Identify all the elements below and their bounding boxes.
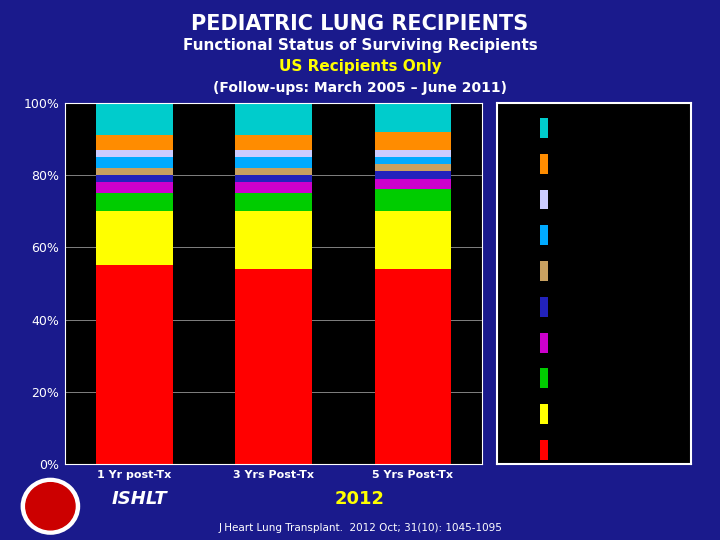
Bar [374,269,451,464]
Bar [96,175,173,182]
Bar [539,368,548,388]
Bar [96,211,173,265]
Bar [96,168,173,175]
Bar [235,182,312,193]
Bar [539,261,548,281]
Bar [539,404,548,424]
Bar [96,182,173,193]
Bar [374,132,451,150]
Bar [235,168,312,175]
Bar [235,269,312,464]
Bar [374,157,451,164]
Bar [539,225,548,245]
Bar [235,211,312,269]
Bar [374,150,451,157]
Bar [539,297,548,317]
Bar [374,211,451,269]
Text: (Follow-ups: March 2005 – June 2011): (Follow-ups: March 2005 – June 2011) [213,81,507,95]
Bar [539,154,548,174]
Circle shape [26,483,75,530]
Bar [235,135,312,150]
Bar [374,103,451,132]
Bar [96,150,173,157]
Bar [374,164,451,171]
Bar [539,440,548,460]
Text: 2012: 2012 [335,490,385,509]
Bar [235,103,312,135]
Circle shape [21,478,80,535]
Bar [96,265,173,464]
Bar [539,190,548,210]
Bar [539,333,548,353]
Bar [96,135,173,150]
Text: ISHLT: ISHLT [112,490,167,509]
Bar [96,103,173,135]
Bar [235,175,312,182]
Bar [96,157,173,168]
Bar [374,190,451,211]
Bar [539,118,548,138]
Text: PEDIATRIC LUNG RECIPIENTS: PEDIATRIC LUNG RECIPIENTS [192,14,528,33]
Bar [96,193,173,211]
Bar [235,150,312,157]
Text: Functional Status of Surviving Recipients: Functional Status of Surviving Recipient… [183,38,537,53]
Bar [374,179,451,190]
Bar [374,171,451,179]
Text: US Recipients Only: US Recipients Only [279,59,441,75]
Text: J Heart Lung Transplant.  2012 Oct; 31(10): 1045-1095: J Heart Lung Transplant. 2012 Oct; 31(10… [218,523,502,533]
Bar [235,193,312,211]
Bar [235,157,312,168]
